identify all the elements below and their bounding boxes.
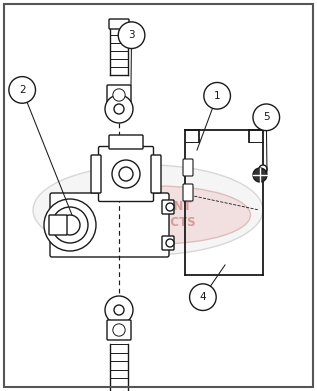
FancyBboxPatch shape <box>162 236 174 250</box>
Circle shape <box>166 203 174 211</box>
FancyBboxPatch shape <box>183 159 193 176</box>
FancyBboxPatch shape <box>183 184 193 201</box>
FancyBboxPatch shape <box>109 135 143 149</box>
FancyBboxPatch shape <box>107 85 131 105</box>
Circle shape <box>166 239 174 247</box>
Circle shape <box>259 165 267 173</box>
Ellipse shape <box>66 186 250 244</box>
Text: 1: 1 <box>214 91 220 101</box>
Text: 3: 3 <box>128 30 135 40</box>
Ellipse shape <box>33 165 263 255</box>
FancyBboxPatch shape <box>99 147 153 201</box>
Circle shape <box>253 168 267 182</box>
Text: DIRECTS: DIRECTS <box>140 215 196 228</box>
Text: 5: 5 <box>263 112 269 122</box>
FancyBboxPatch shape <box>162 200 174 214</box>
Circle shape <box>118 22 145 48</box>
Circle shape <box>44 199 96 251</box>
Circle shape <box>119 167 133 181</box>
Circle shape <box>60 215 80 235</box>
Circle shape <box>113 89 125 101</box>
FancyBboxPatch shape <box>109 19 129 29</box>
FancyBboxPatch shape <box>50 193 169 257</box>
FancyBboxPatch shape <box>107 320 131 340</box>
Circle shape <box>105 296 133 324</box>
FancyBboxPatch shape <box>49 215 67 235</box>
Circle shape <box>190 284 216 310</box>
Text: 4: 4 <box>200 292 206 302</box>
Circle shape <box>114 305 124 315</box>
FancyBboxPatch shape <box>91 155 101 193</box>
Circle shape <box>114 104 124 114</box>
Circle shape <box>112 160 140 188</box>
Text: EQUIPMENT: EQUIPMENT <box>114 199 192 212</box>
Circle shape <box>9 77 36 103</box>
Circle shape <box>204 83 230 109</box>
Circle shape <box>52 207 88 243</box>
Text: 2: 2 <box>19 85 25 95</box>
Circle shape <box>105 95 133 123</box>
Circle shape <box>113 324 125 336</box>
FancyBboxPatch shape <box>151 155 161 193</box>
Circle shape <box>253 104 280 131</box>
